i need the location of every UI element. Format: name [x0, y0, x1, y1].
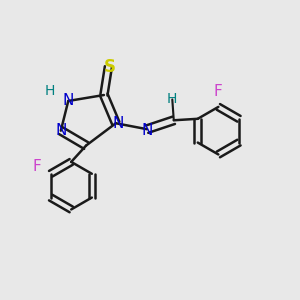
Text: N: N [112, 116, 124, 131]
Text: N: N [55, 123, 67, 138]
Text: H: H [167, 92, 178, 106]
Text: H: H [44, 84, 55, 98]
Text: F: F [214, 84, 223, 99]
Text: N: N [141, 123, 153, 138]
Text: N: N [63, 94, 74, 109]
Text: F: F [33, 158, 42, 173]
Text: S: S [104, 58, 116, 76]
